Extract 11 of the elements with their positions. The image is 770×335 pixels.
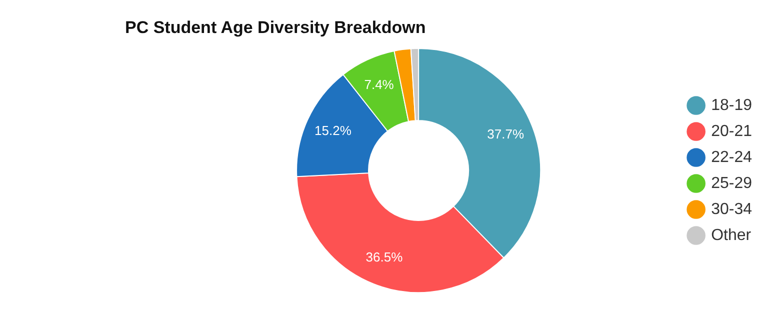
legend-label: 30-34 xyxy=(711,200,752,218)
legend-label: 25-29 xyxy=(711,174,752,192)
data-label: 15.2% xyxy=(314,123,352,138)
legend-label: 22-24 xyxy=(711,148,752,166)
data-label: 7.4% xyxy=(364,76,394,92)
chart-title: PC Student Age Diversity Breakdown xyxy=(125,18,426,38)
legend-label: 20-21 xyxy=(711,122,752,140)
data-label: 36.5% xyxy=(366,250,404,265)
legend-label: Other xyxy=(711,226,752,244)
data-label: 37.7% xyxy=(487,126,524,142)
legend-label: 18-19 xyxy=(711,96,752,114)
